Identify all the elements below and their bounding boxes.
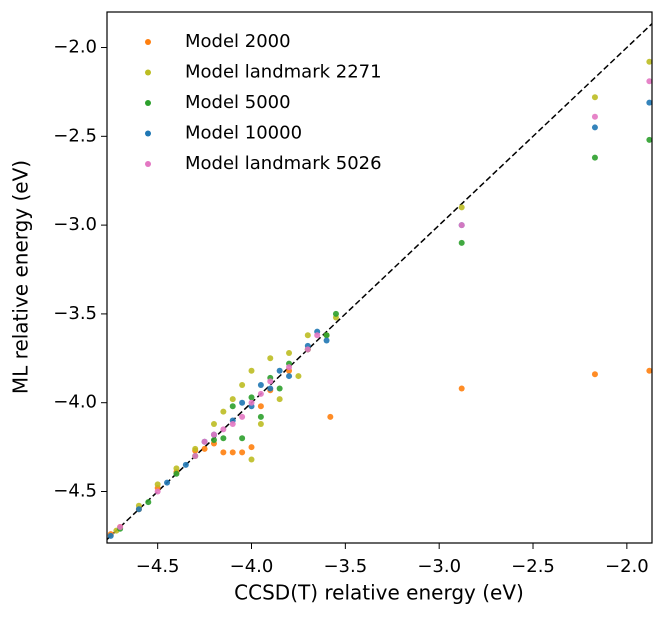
point <box>257 390 264 397</box>
point <box>332 310 339 317</box>
legend-label: Model landmark 2271 <box>185 62 382 83</box>
point <box>201 445 208 452</box>
legend-label: Model 2000 <box>185 31 291 52</box>
point <box>164 479 171 486</box>
legend-marker <box>145 69 151 76</box>
point <box>591 371 598 378</box>
point <box>257 413 264 420</box>
point <box>458 204 465 211</box>
legend-label: Model 10000 <box>185 123 302 144</box>
point <box>229 449 236 456</box>
point <box>304 332 311 339</box>
point <box>239 399 246 406</box>
point <box>591 113 598 120</box>
y-axis-label: ML relative energy (eV) <box>9 160 33 394</box>
x-tick-label: −4.5 <box>136 556 180 577</box>
point <box>267 385 274 392</box>
point <box>239 381 246 388</box>
point <box>646 78 652 85</box>
point <box>276 367 283 374</box>
point <box>327 413 334 420</box>
point <box>323 337 330 344</box>
point <box>248 456 255 463</box>
point <box>239 413 246 420</box>
point <box>276 385 283 392</box>
point <box>323 332 330 339</box>
x-tick-label: −2.5 <box>511 556 555 577</box>
point <box>267 378 274 385</box>
point <box>248 394 255 401</box>
point <box>192 452 199 459</box>
point <box>257 381 264 388</box>
legend-marker <box>145 130 151 137</box>
point <box>192 445 199 452</box>
y-tick-label: −4.0 <box>53 392 97 413</box>
y-tick-label: −2.5 <box>53 125 97 146</box>
point <box>210 421 217 428</box>
point <box>220 426 227 433</box>
legend-marker <box>145 39 151 45</box>
point <box>154 481 161 488</box>
point <box>646 99 652 106</box>
point <box>220 408 227 415</box>
point <box>154 488 161 495</box>
point <box>220 449 227 456</box>
point <box>173 470 180 477</box>
point <box>229 396 236 403</box>
legend-label: Model landmark 5026 <box>185 153 382 174</box>
point <box>107 532 114 539</box>
point <box>458 385 465 392</box>
point <box>135 506 142 513</box>
point <box>286 364 293 371</box>
point <box>646 58 652 65</box>
plot-points <box>107 23 652 540</box>
point <box>591 94 598 101</box>
point <box>248 444 255 451</box>
point <box>286 373 293 380</box>
point <box>182 461 189 468</box>
legend-marker <box>145 161 151 167</box>
point <box>257 421 264 428</box>
point <box>458 222 465 229</box>
point <box>173 465 180 472</box>
point <box>286 349 293 356</box>
point <box>117 524 124 531</box>
x-tick-label: −2.0 <box>605 556 649 577</box>
point <box>267 355 274 362</box>
y-tick-label: −3.5 <box>53 303 97 324</box>
point <box>314 332 321 339</box>
point <box>239 449 246 456</box>
x-tick-label: −3.5 <box>323 556 367 577</box>
point <box>257 403 264 410</box>
x-tick-label: −3.0 <box>417 556 461 577</box>
y-tick-label: −4.5 <box>53 480 97 501</box>
point <box>210 431 217 438</box>
point <box>304 346 311 353</box>
point <box>458 239 465 246</box>
y-tick-label: −3.0 <box>53 214 97 235</box>
point <box>591 124 598 131</box>
legend-marker <box>145 100 151 106</box>
point <box>239 435 246 442</box>
y-tick-label: −2.0 <box>53 37 97 58</box>
point <box>201 438 208 445</box>
point <box>220 435 227 442</box>
point <box>591 154 598 161</box>
point <box>145 499 152 506</box>
x-axis-label: CCSD(T) relative energy (eV) <box>234 581 524 605</box>
point <box>248 399 255 406</box>
legend-label: Model 5000 <box>185 92 291 113</box>
diagonal-line <box>107 23 652 540</box>
point <box>229 421 236 428</box>
point <box>229 403 236 410</box>
point <box>295 373 302 380</box>
plot-frame <box>106 11 653 544</box>
point <box>276 396 283 403</box>
point <box>248 367 255 374</box>
x-tick-label: −4.0 <box>230 556 274 577</box>
point <box>646 367 652 374</box>
point <box>210 436 217 443</box>
point <box>646 136 652 143</box>
